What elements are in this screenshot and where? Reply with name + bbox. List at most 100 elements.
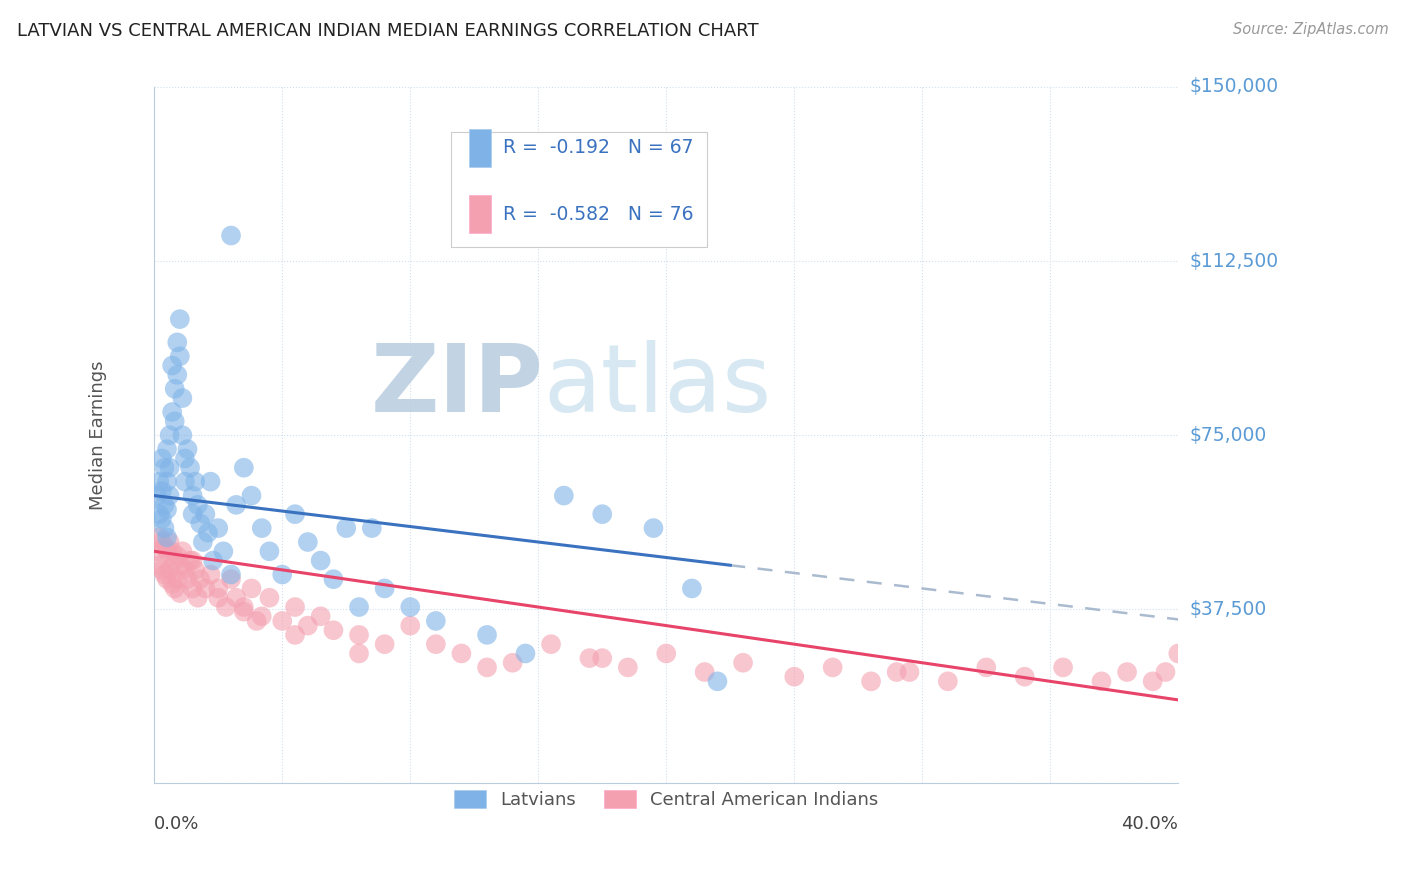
Point	[187, 498, 209, 512]
Text: $75,000: $75,000	[1189, 425, 1267, 445]
Text: $150,000: $150,000	[1189, 78, 1278, 96]
Point	[502, 656, 524, 670]
Point	[425, 614, 447, 628]
Point	[160, 544, 183, 558]
Point	[207, 521, 229, 535]
FancyBboxPatch shape	[451, 132, 707, 247]
Point	[169, 349, 191, 363]
Point	[1116, 665, 1139, 679]
Text: R =  -0.582   N = 76: R = -0.582 N = 76	[503, 204, 695, 224]
Point	[553, 489, 575, 503]
Point	[172, 428, 194, 442]
Point	[212, 544, 235, 558]
Point	[156, 572, 179, 586]
Point	[232, 460, 254, 475]
Point	[731, 656, 754, 670]
Point	[166, 572, 188, 586]
Point	[153, 521, 176, 535]
Point	[181, 507, 204, 521]
Point	[250, 521, 273, 535]
Point	[1167, 647, 1189, 661]
Point	[232, 605, 254, 619]
Point	[207, 582, 229, 596]
Point	[150, 535, 173, 549]
Text: $37,500: $37,500	[1189, 599, 1267, 619]
Point	[176, 442, 198, 457]
Point	[153, 460, 176, 475]
Point	[219, 567, 242, 582]
Point	[693, 665, 716, 679]
Point	[159, 460, 181, 475]
Text: Median Earnings: Median Earnings	[89, 360, 107, 510]
Point	[821, 660, 844, 674]
Point	[148, 475, 170, 489]
Point	[347, 647, 370, 661]
Point	[153, 540, 176, 554]
Point	[166, 549, 188, 563]
Point	[156, 475, 179, 489]
Bar	[468, 128, 491, 167]
Point	[160, 576, 183, 591]
Point	[156, 544, 179, 558]
Point	[284, 507, 307, 521]
Point	[150, 451, 173, 466]
Point	[860, 674, 883, 689]
Point	[1052, 660, 1074, 674]
Point	[146, 489, 169, 503]
Point	[179, 460, 201, 475]
Point	[309, 553, 332, 567]
Point	[150, 483, 173, 498]
Point	[240, 582, 263, 596]
Point	[184, 563, 207, 577]
Point	[169, 558, 191, 573]
Point	[197, 525, 219, 540]
Text: 40.0%: 40.0%	[1122, 814, 1178, 833]
Point	[347, 628, 370, 642]
Point	[374, 582, 396, 596]
Point	[643, 521, 665, 535]
Point	[172, 391, 194, 405]
Point	[156, 502, 179, 516]
Point	[174, 475, 197, 489]
Point	[335, 521, 357, 535]
Point	[163, 582, 186, 596]
Point	[148, 507, 170, 521]
Point	[160, 359, 183, 373]
Point	[159, 535, 181, 549]
Point	[297, 535, 319, 549]
Point	[176, 572, 198, 586]
Point	[475, 660, 498, 674]
Point	[148, 530, 170, 544]
Point	[259, 544, 281, 558]
Point	[163, 382, 186, 396]
Point	[347, 600, 370, 615]
Text: ZIP: ZIP	[371, 341, 543, 433]
Point	[174, 563, 197, 577]
Point	[188, 572, 211, 586]
Point	[159, 563, 181, 577]
Point	[898, 665, 921, 679]
Point	[297, 618, 319, 632]
Point	[425, 637, 447, 651]
Point	[783, 670, 806, 684]
Point	[399, 618, 422, 632]
Point	[322, 572, 344, 586]
Point	[374, 637, 396, 651]
Point	[181, 553, 204, 567]
Point	[194, 582, 217, 596]
Text: 0.0%: 0.0%	[155, 814, 200, 833]
Point	[191, 535, 214, 549]
Point	[169, 586, 191, 600]
Point	[219, 572, 242, 586]
Point	[207, 591, 229, 605]
Text: LATVIAN VS CENTRAL AMERICAN INDIAN MEDIAN EARNINGS CORRELATION CHART: LATVIAN VS CENTRAL AMERICAN INDIAN MEDIA…	[17, 22, 758, 40]
Point	[215, 600, 238, 615]
Point	[150, 512, 173, 526]
Point	[681, 582, 703, 596]
Point	[225, 591, 247, 605]
Point	[181, 582, 204, 596]
Point	[1154, 665, 1177, 679]
Point	[271, 567, 294, 582]
Point	[188, 516, 211, 531]
Point	[475, 628, 498, 642]
